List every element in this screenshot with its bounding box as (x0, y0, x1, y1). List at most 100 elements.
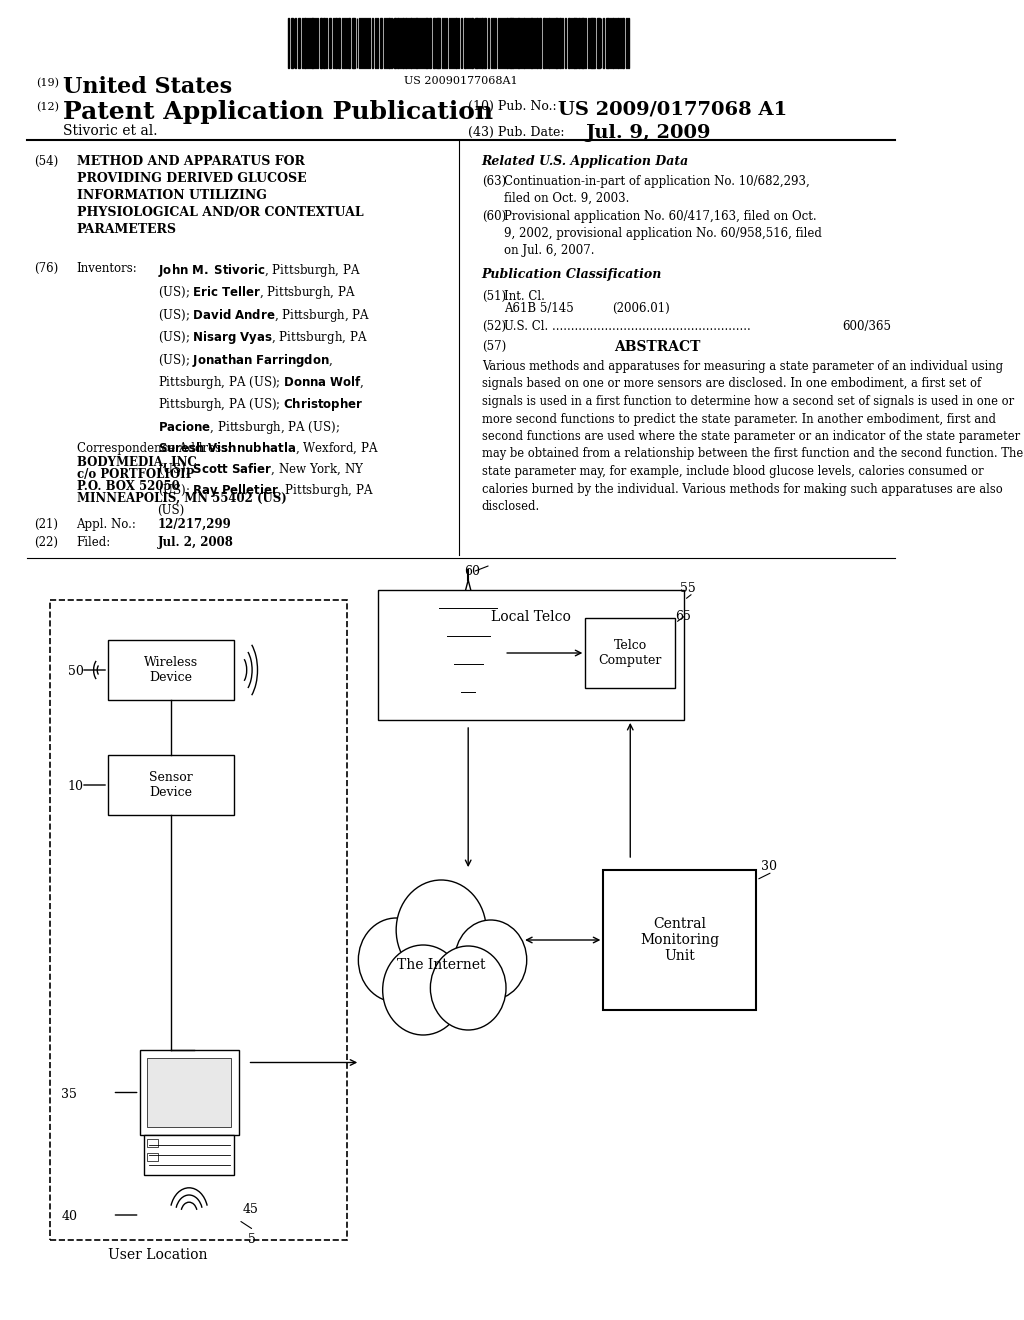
Bar (590, 18, 592, 69)
Bar (397, 18, 399, 69)
Bar (574, 18, 578, 69)
Text: A61B 5/145: A61B 5/145 (504, 302, 574, 315)
Bar (593, 18, 595, 69)
Bar (425, 18, 428, 69)
Text: Publication Classification: Publication Classification (481, 268, 663, 281)
Text: U.S. Cl. .....................................................: U.S. Cl. ...............................… (504, 319, 751, 333)
Bar (506, 18, 508, 69)
Text: Filed:: Filed: (77, 536, 111, 549)
Text: Related U.S. Application Data: Related U.S. Application Data (481, 154, 689, 168)
Bar (523, 18, 525, 69)
Bar (511, 18, 514, 69)
Bar (433, 18, 435, 69)
Text: BODYMEDIA, INC.: BODYMEDIA, INC. (77, 455, 200, 469)
Bar (139, 1049, 239, 1135)
Text: MINNEAPOLIS, MN 55402 (US): MINNEAPOLIS, MN 55402 (US) (77, 492, 287, 506)
Text: Jul. 9, 2009: Jul. 9, 2009 (586, 124, 711, 143)
Text: 60: 60 (464, 565, 479, 578)
Bar (464, 18, 466, 69)
Bar (298, 18, 300, 69)
Text: Central
Monitoring
Unit: Central Monitoring Unit (640, 917, 719, 964)
Bar (536, 18, 538, 69)
Text: Sensor
Device: Sensor Device (150, 771, 193, 799)
Bar (475, 18, 478, 69)
Text: (12): (12) (36, 102, 59, 112)
Bar (597, 18, 600, 69)
Bar (49, 601, 347, 1239)
Bar (568, 18, 570, 69)
Bar (455, 18, 458, 69)
Bar (628, 18, 630, 69)
Text: Various methods and apparatuses for measuring a state parameter of an individual: Various methods and apparatuses for meas… (481, 360, 1023, 513)
Bar (484, 18, 486, 69)
Bar (509, 18, 511, 69)
Text: (51): (51) (481, 290, 506, 304)
Text: Local Telco: Local Telco (492, 610, 571, 624)
Circle shape (455, 920, 526, 1001)
Text: Jul. 2, 2008: Jul. 2, 2008 (158, 536, 233, 549)
Circle shape (358, 917, 434, 1002)
Circle shape (396, 880, 486, 979)
Text: METHOD AND APPARATUS FOR
PROVIDING DERIVED GLUCOSE
INFORMATION UTILIZING
PHYSIOL: METHOD AND APPARATUS FOR PROVIDING DERIV… (77, 154, 364, 236)
Bar (429, 18, 431, 69)
Bar (603, 870, 757, 1010)
Bar (335, 18, 337, 69)
Bar (578, 18, 580, 69)
Text: 35: 35 (61, 1088, 77, 1101)
Text: 45: 45 (243, 1203, 259, 1216)
Text: (63): (63) (481, 176, 506, 187)
Bar (612, 18, 614, 69)
Bar (380, 18, 382, 69)
Text: 55: 55 (680, 582, 695, 595)
Text: 12/217,299: 12/217,299 (158, 517, 231, 531)
Bar (530, 18, 534, 69)
Text: The Internet: The Internet (397, 958, 485, 972)
Text: P.O. BOX 52050: P.O. BOX 52050 (77, 480, 179, 492)
Text: (60): (60) (481, 210, 506, 223)
Bar (384, 18, 385, 69)
Circle shape (430, 946, 506, 1030)
Text: Stivoric et al.: Stivoric et al. (63, 124, 158, 139)
Text: Patent Application Publication: Patent Application Publication (63, 100, 494, 124)
Text: (76): (76) (34, 261, 58, 275)
Bar (586, 618, 675, 688)
Bar (109, 755, 234, 814)
Text: 65: 65 (675, 610, 691, 623)
Text: $\bf{John\ M.\ Stivoric}$, Pittsburgh, PA
(US); $\bf{Eric\ Teller}$, Pittsburgh,: $\bf{John\ M.\ Stivoric}$, Pittsburgh, P… (158, 261, 379, 516)
Bar (564, 18, 566, 69)
Bar (365, 18, 367, 69)
Bar (445, 18, 447, 69)
Bar (623, 18, 624, 69)
Bar (394, 18, 396, 69)
Bar (406, 18, 407, 69)
Bar (438, 18, 440, 69)
Text: (54): (54) (34, 154, 58, 168)
Text: (52): (52) (481, 319, 506, 333)
Text: Telco
Computer: Telco Computer (599, 639, 662, 667)
Bar (559, 18, 561, 69)
Bar (606, 18, 608, 69)
Bar (146, 1139, 158, 1147)
Text: (22): (22) (34, 536, 58, 549)
Text: Continuation-in-part of application No. 10/682,293,
filed on Oct. 9, 2003.: Continuation-in-part of application No. … (504, 176, 810, 205)
Bar (556, 18, 558, 69)
Text: Appl. No.:: Appl. No.: (77, 517, 136, 531)
Bar (378, 590, 684, 719)
Bar (517, 18, 519, 69)
Bar (436, 18, 437, 69)
Bar (402, 18, 404, 69)
Bar (291, 18, 293, 69)
Text: (10) Pub. No.:: (10) Pub. No.: (468, 100, 557, 114)
Text: c/o PORTFOLIOIP: c/o PORTFOLIOIP (77, 469, 194, 480)
Text: 600/365: 600/365 (842, 319, 891, 333)
Bar (352, 18, 354, 69)
Bar (324, 18, 325, 69)
Text: (57): (57) (481, 341, 506, 352)
Bar (415, 18, 418, 69)
Bar (493, 18, 495, 69)
Bar (471, 18, 473, 69)
Bar (109, 640, 234, 700)
Text: Int. Cl.: Int. Cl. (504, 290, 545, 304)
Bar (481, 18, 483, 69)
Bar (616, 18, 620, 69)
